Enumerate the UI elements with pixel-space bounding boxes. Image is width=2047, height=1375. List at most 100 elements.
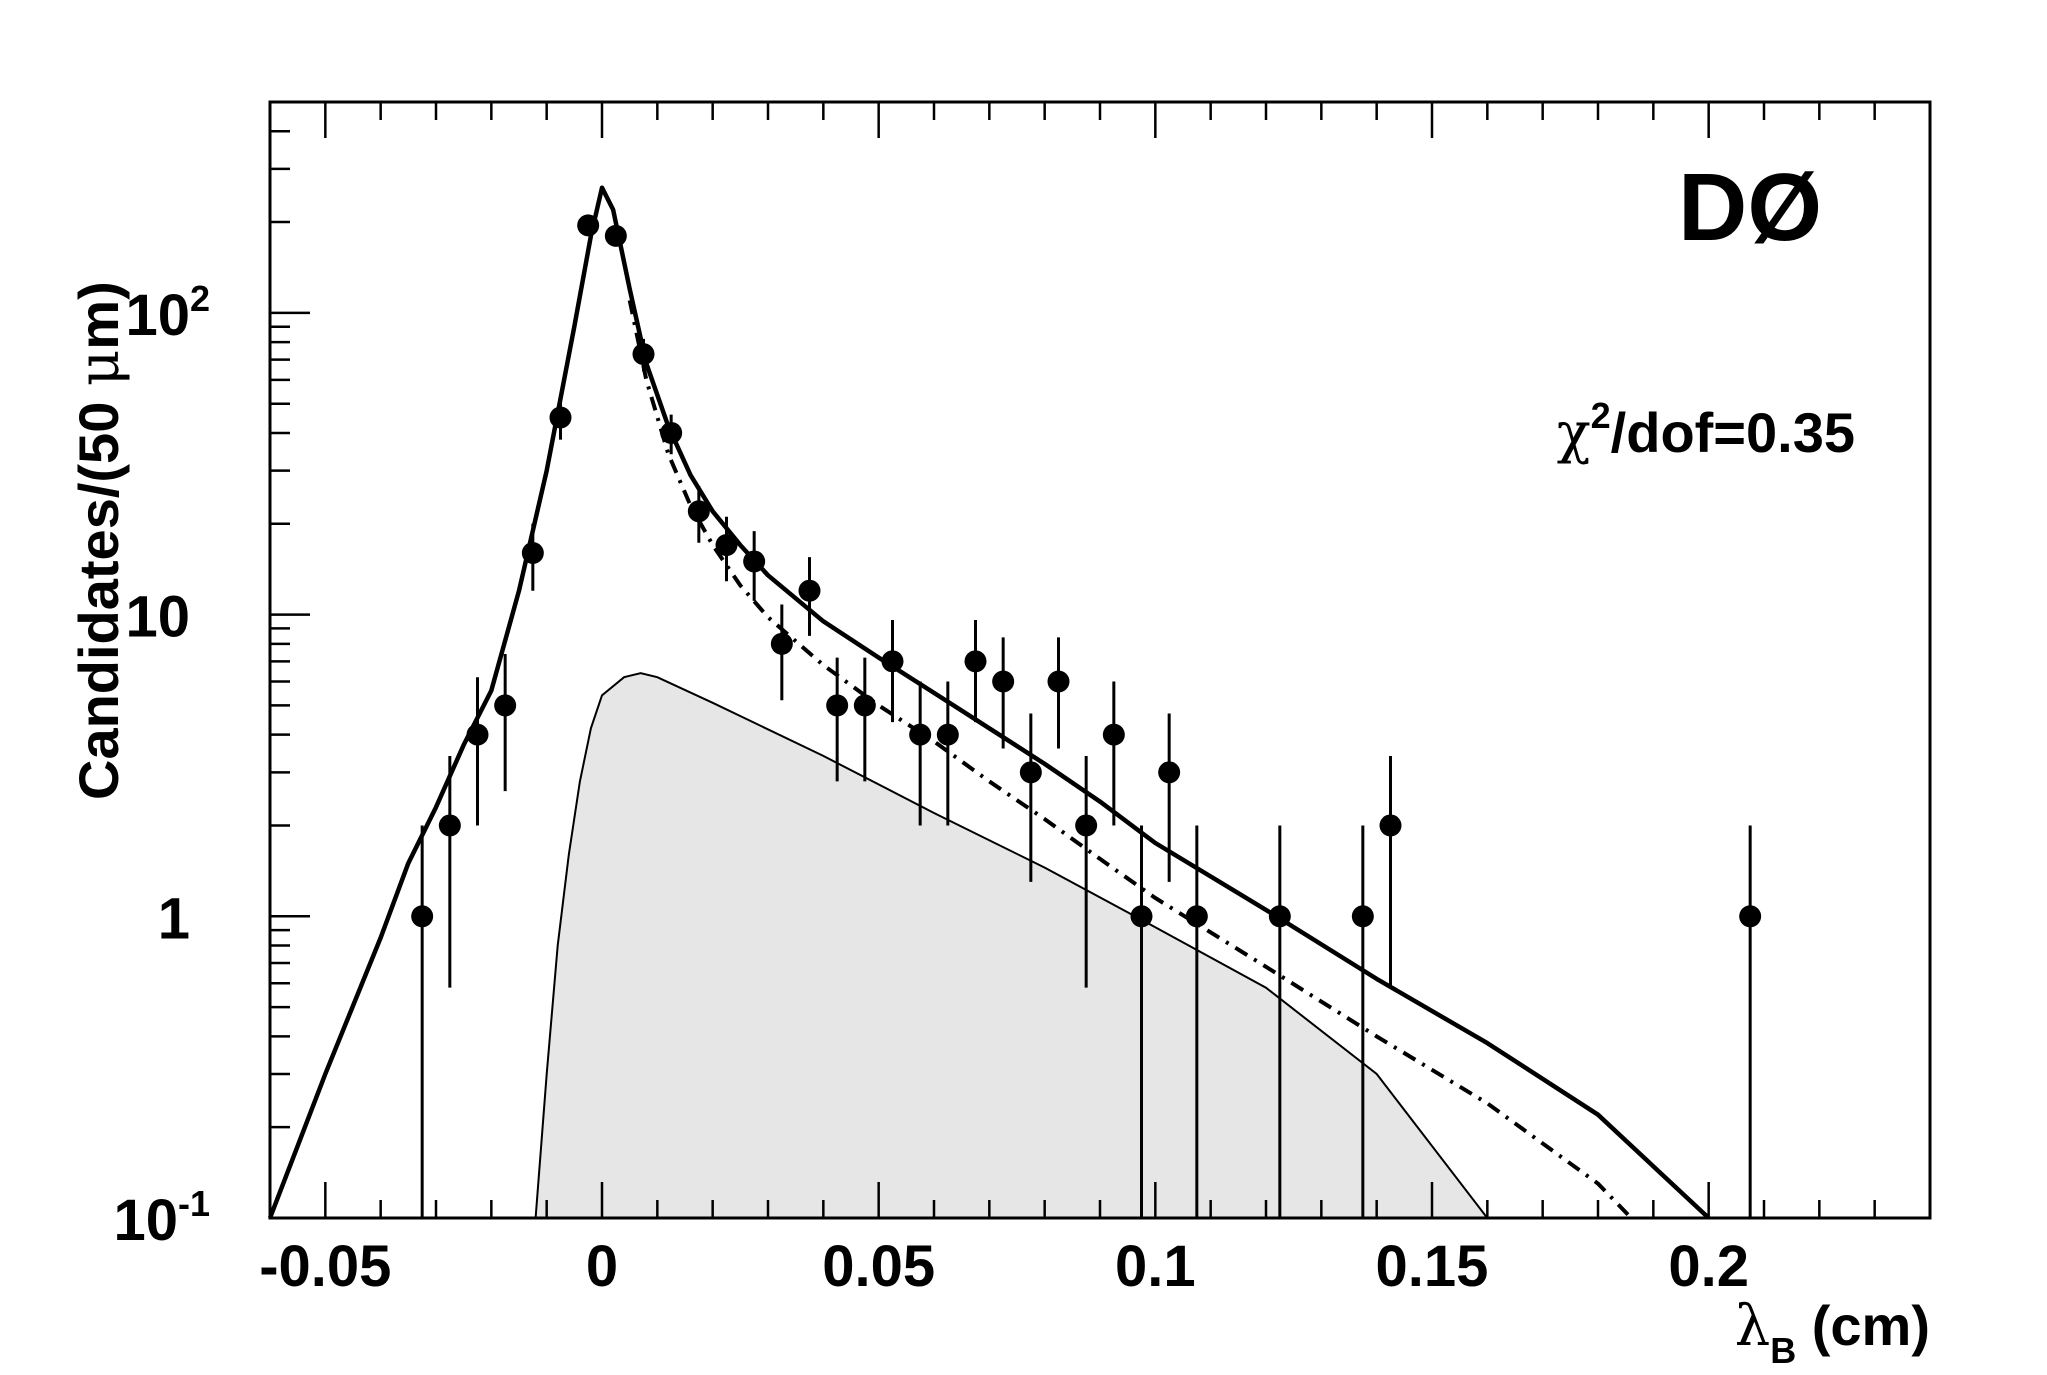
- x-axis-title: λB (cm): [1735, 1294, 1930, 1371]
- x-tick-label: 0.1: [1115, 1234, 1196, 1299]
- data-points: [411, 214, 1762, 1218]
- data-point: [660, 414, 683, 455]
- data-marker: [411, 905, 434, 928]
- data-marker: [660, 421, 683, 444]
- x-tick-label: 0.2: [1668, 1234, 1749, 1299]
- x-tick-label: 0: [586, 1234, 618, 1299]
- x-tick-label: 0.15: [1376, 1234, 1489, 1299]
- y-tick-exponent: 2: [190, 278, 210, 319]
- data-marker: [549, 406, 572, 429]
- data-point: [632, 338, 655, 372]
- data-point: [1102, 681, 1125, 826]
- data-point: [494, 654, 517, 792]
- data-point: [992, 637, 1015, 749]
- data-marker: [743, 550, 766, 573]
- background-fit-curve: [627, 299, 1633, 1220]
- y-tick-label: 10: [125, 585, 190, 650]
- experiment-label: DØ: [1678, 154, 1822, 261]
- data-marker: [770, 632, 793, 655]
- y-tick-label: 10-1: [113, 1183, 210, 1253]
- data-marker: [909, 723, 932, 746]
- data-marker: [1185, 905, 1208, 928]
- data-point: [909, 681, 932, 826]
- data-point: [936, 681, 959, 826]
- data-point: [826, 657, 849, 782]
- data-marker: [494, 694, 517, 717]
- data-marker: [715, 534, 738, 557]
- fit-quality-chi: χ: [1557, 401, 1591, 466]
- x-axis-title-sub: B: [1770, 1330, 1796, 1371]
- fit-quality-label: χ2/dof=0.35: [1557, 395, 1855, 466]
- data-marker: [632, 343, 655, 366]
- data-marker: [1739, 905, 1762, 928]
- data-point: [1739, 825, 1762, 1218]
- x-axis-title-rest: (cm): [1796, 1294, 1930, 1357]
- x-tick-label: -0.05: [259, 1234, 391, 1299]
- data-point: [964, 619, 987, 723]
- data-point: [1075, 755, 1098, 988]
- data-marker: [1047, 670, 1070, 693]
- data-point: [1130, 825, 1153, 1218]
- data-point: [411, 825, 434, 1218]
- data-point: [1268, 825, 1291, 1218]
- y-axis-title: Candidates/(50 μm): [67, 281, 132, 800]
- axis-ticks: [268, 100, 1932, 1220]
- data-marker: [1379, 814, 1402, 837]
- data-point: [438, 755, 461, 988]
- data-point: [798, 557, 821, 636]
- data-point: [1158, 713, 1181, 882]
- data-point: [687, 485, 710, 543]
- data-marker: [1130, 905, 1153, 928]
- signal-region: [534, 672, 1490, 1219]
- data-marker: [687, 500, 710, 523]
- y-tick-base: 1: [158, 886, 190, 951]
- data-point: [881, 619, 904, 723]
- data-marker: [881, 650, 904, 673]
- data-marker: [853, 694, 876, 717]
- signal-fill-area: [534, 672, 1490, 1219]
- data-point: [466, 677, 489, 826]
- data-marker: [1268, 905, 1291, 928]
- fit-quality-sup: 2: [1591, 395, 1611, 436]
- y-axis-title-mu: μ: [67, 350, 132, 386]
- data-point: [853, 657, 876, 782]
- x-tick-label: 0.05: [822, 1234, 935, 1299]
- data-marker: [826, 694, 849, 717]
- data-marker: [936, 723, 959, 746]
- data-marker: [964, 650, 987, 673]
- y-tick-label: 1: [158, 886, 190, 951]
- data-marker: [466, 723, 489, 746]
- data-point: [577, 214, 600, 237]
- data-marker: [438, 814, 461, 837]
- y-tick-base: 10: [125, 283, 190, 348]
- data-marker: [1158, 761, 1181, 784]
- data-point: [521, 523, 544, 591]
- data-marker: [992, 670, 1015, 693]
- y-tick-exponent: -1: [178, 1183, 210, 1224]
- data-marker: [798, 579, 821, 602]
- data-marker: [1102, 723, 1125, 746]
- y-tick-base: 10: [113, 1188, 178, 1253]
- data-marker: [1075, 814, 1098, 837]
- data-point: [549, 398, 572, 440]
- data-point: [1351, 825, 1374, 1218]
- data-marker: [577, 214, 600, 237]
- data-point: [1047, 637, 1070, 749]
- data-marker: [1019, 761, 1042, 784]
- y-tick-label: 102: [125, 278, 210, 348]
- data-marker: [604, 224, 627, 247]
- data-point: [1379, 755, 1402, 988]
- y-axis-title-suffix: m): [67, 281, 130, 349]
- y-axis-title-prefix: Candidates/(50: [67, 386, 130, 800]
- y-tick-base: 10: [125, 585, 190, 650]
- data-point: [1019, 713, 1042, 882]
- fit-quality-rest: /dof=0.35: [1611, 401, 1855, 464]
- data-point: [604, 224, 627, 247]
- data-marker: [1351, 905, 1374, 928]
- data-point: [1185, 825, 1208, 1218]
- data-point: [743, 531, 766, 601]
- data-point: [715, 516, 738, 582]
- data-marker: [521, 542, 544, 565]
